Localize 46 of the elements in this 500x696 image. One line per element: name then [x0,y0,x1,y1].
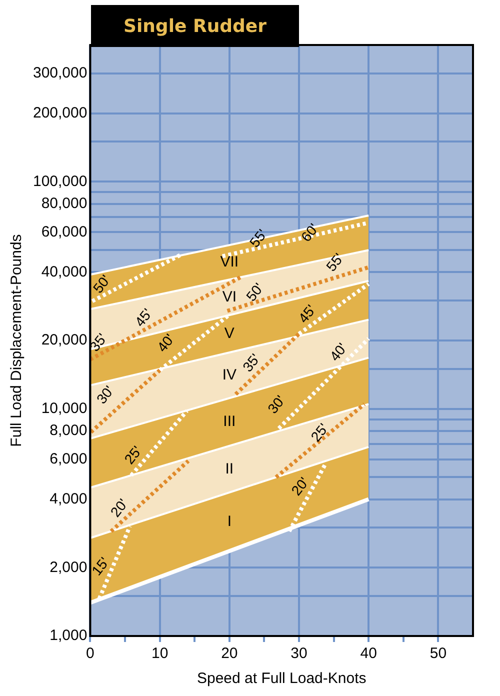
x-tick-label: 40 [360,645,377,662]
annotation: 50' [242,280,267,304]
x-tick-label: 10 [151,645,168,662]
series-label: VI [222,288,237,306]
x-tick-label: 20 [221,645,238,662]
annotation: 25' [307,420,332,444]
annotation: 55' [246,226,270,250]
y-axis-title: Full Load Displacement-Pounds [8,234,26,447]
annotation: 45' [294,302,319,326]
y-tick-label: 4,000 [50,490,88,508]
annotation: 20' [288,474,312,498]
annotation: 55' [322,250,347,274]
y-tick-label: 1,000 [50,627,88,644]
x-tick-label: 0 [86,645,94,662]
series-label: I [227,512,232,530]
annotation: 45' [131,305,156,330]
series-label: VII [220,253,239,270]
annotation: 20' [107,496,131,520]
y-tick-label: 6,000 [50,450,88,468]
annotation: 15' [88,554,112,578]
series-label: V [224,324,234,342]
y-tick-label: 10,000 [41,400,88,418]
series-label: II [225,460,234,478]
annotation: 30' [93,382,118,407]
x-axis-title: Speed at Full Load-Knots [196,670,366,688]
y-tick-label: 2,000 [50,558,88,576]
x-tick-label: 50 [430,645,447,662]
y-tick-label: 300,000 [32,64,88,82]
y-tick-label: 8,000 [50,422,88,440]
annotation: 35' [239,350,264,375]
x-tick-label: 30 [290,645,308,662]
y-tick-label: 100,000 [32,172,88,190]
annotation: 60' [298,220,322,245]
y-tick-label: 20,000 [41,332,88,349]
annotation: 25' [120,442,145,468]
series-label: IV [222,366,237,384]
y-tick-label: 60,000 [41,223,88,240]
annotation: 50' [90,272,114,296]
annotation: 35' [86,330,110,354]
y-tick-label: 40,000 [41,263,88,280]
annotation: 30' [264,392,288,416]
y-tick-label: 80,000 [41,194,88,212]
annotation: 40' [154,330,178,355]
series-label: III [223,413,236,430]
annotation: 40' [326,340,350,364]
y-tick-label: 200,000 [32,104,88,122]
